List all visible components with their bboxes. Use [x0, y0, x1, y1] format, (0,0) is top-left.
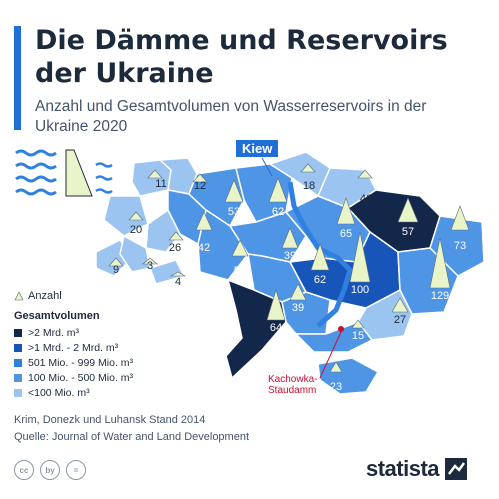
legend-count-row: Anzahl — [14, 290, 184, 302]
legend-swatch — [14, 328, 22, 337]
legend-item-label: >1 Mrd. - 2 Mrd. m³ — [28, 341, 119, 354]
region-count-label: 52 — [233, 265, 247, 277]
regions — [95, 151, 485, 395]
region-count-label: 64 — [269, 322, 283, 334]
region-count-label: 3 — [146, 260, 154, 272]
legend-title: Gesamtvolumen — [14, 310, 100, 322]
brand-name: statista — [366, 456, 440, 481]
statista-logo-icon — [445, 458, 468, 480]
region-kherson — [294, 321, 374, 353]
region-count-label: 39 — [283, 250, 297, 262]
region-count-label: 23 — [329, 381, 343, 393]
legend-item-label: 100 Mio. - 500 Mio. m³ — [28, 371, 134, 384]
region-count-label: 42 — [359, 193, 373, 205]
triangle-icon — [14, 291, 24, 301]
legend-swatch — [14, 388, 22, 397]
legend-swatch — [14, 373, 22, 382]
region-count-label: 57 — [401, 226, 415, 238]
region-count-label: 39 — [291, 302, 305, 314]
region-count-label: 4 — [174, 276, 182, 288]
accent-bar — [14, 26, 21, 130]
region-count-label: 62 — [313, 274, 327, 286]
ukraine-map — [15, 149, 485, 395]
region-count-label: 18 — [302, 180, 316, 192]
chart-subtitle: Anzahl und Gesamtvolumen von Wasserreser… — [35, 98, 427, 135]
region-mykolaiv — [281, 291, 331, 335]
reservoir-markers — [108, 163, 470, 373]
region-count-label: 11 — [155, 178, 167, 190]
region-count-label: 20 — [129, 224, 143, 236]
nd-icon[interactable]: = — [66, 460, 86, 480]
legend-item-label: >2 Mrd. m³ — [28, 326, 80, 339]
region-lviv — [103, 195, 149, 237]
region-count-label: 73 — [453, 240, 467, 252]
kiev-pointer — [261, 157, 273, 177]
region-count-label: 100 — [350, 284, 370, 296]
region-odesa — [225, 278, 287, 380]
legend-swatch — [14, 343, 22, 352]
region-ternopil — [145, 208, 181, 253]
region-ivano-frankivsk — [119, 234, 151, 273]
legend-item: >2 Mrd. m³ — [14, 325, 184, 340]
by-icon[interactable]: by — [40, 460, 60, 480]
region-count-label: 53 — [227, 206, 241, 218]
chart-title: Die Dämme und Reservoirs der Ukraine — [35, 25, 448, 89]
kachowka-dam-marker — [319, 326, 344, 379]
legend-item-label: <100 Mio. m³ — [28, 386, 90, 399]
source-note: Quelle: Journal of Water and Land Develo… — [14, 431, 250, 443]
region-count-label: 129 — [430, 290, 450, 302]
legend-count-label: Anzahl — [28, 290, 62, 302]
legend-item-label: 501 Mio. - 999 Mio. m³ — [28, 356, 134, 369]
region-count-label: 26 — [168, 242, 182, 254]
region-count-label: 42 — [197, 242, 211, 254]
legend-item: <100 Mio. m³ — [14, 385, 184, 400]
legend-item: 501 Mio. - 999 Mio. m³ — [14, 355, 184, 370]
brand[interactable]: statista — [366, 456, 468, 482]
footnote: Krim, Donezk und Luhansk Stand 2014 — [14, 414, 206, 426]
legend-item: 100 Mio. - 500 Mio. m³ — [14, 370, 184, 385]
dam-label: Kachowka-Staudamm — [268, 374, 318, 396]
region-count-label: 12 — [193, 180, 207, 192]
region-count-label: 15 — [351, 330, 365, 342]
region-count-label: 27 — [393, 314, 407, 326]
legend-item: >1 Mrd. - 2 Mrd. m³ — [14, 340, 184, 355]
region-count-label: 62 — [271, 206, 285, 218]
region-count-label: 65 — [339, 228, 353, 240]
dam-illustration-icon — [15, 149, 113, 197]
cc-icon[interactable]: cc — [14, 460, 34, 480]
region-count-label: 9 — [112, 264, 120, 276]
capital-label: Kiew — [236, 140, 279, 157]
legend: Anzahl Gesamtvolumen >2 Mrd. m³ >1 Mrd. … — [14, 290, 184, 400]
river-dnipro — [287, 181, 353, 328]
license-icons: cc by = — [14, 460, 86, 480]
legend-swatch — [14, 358, 22, 367]
